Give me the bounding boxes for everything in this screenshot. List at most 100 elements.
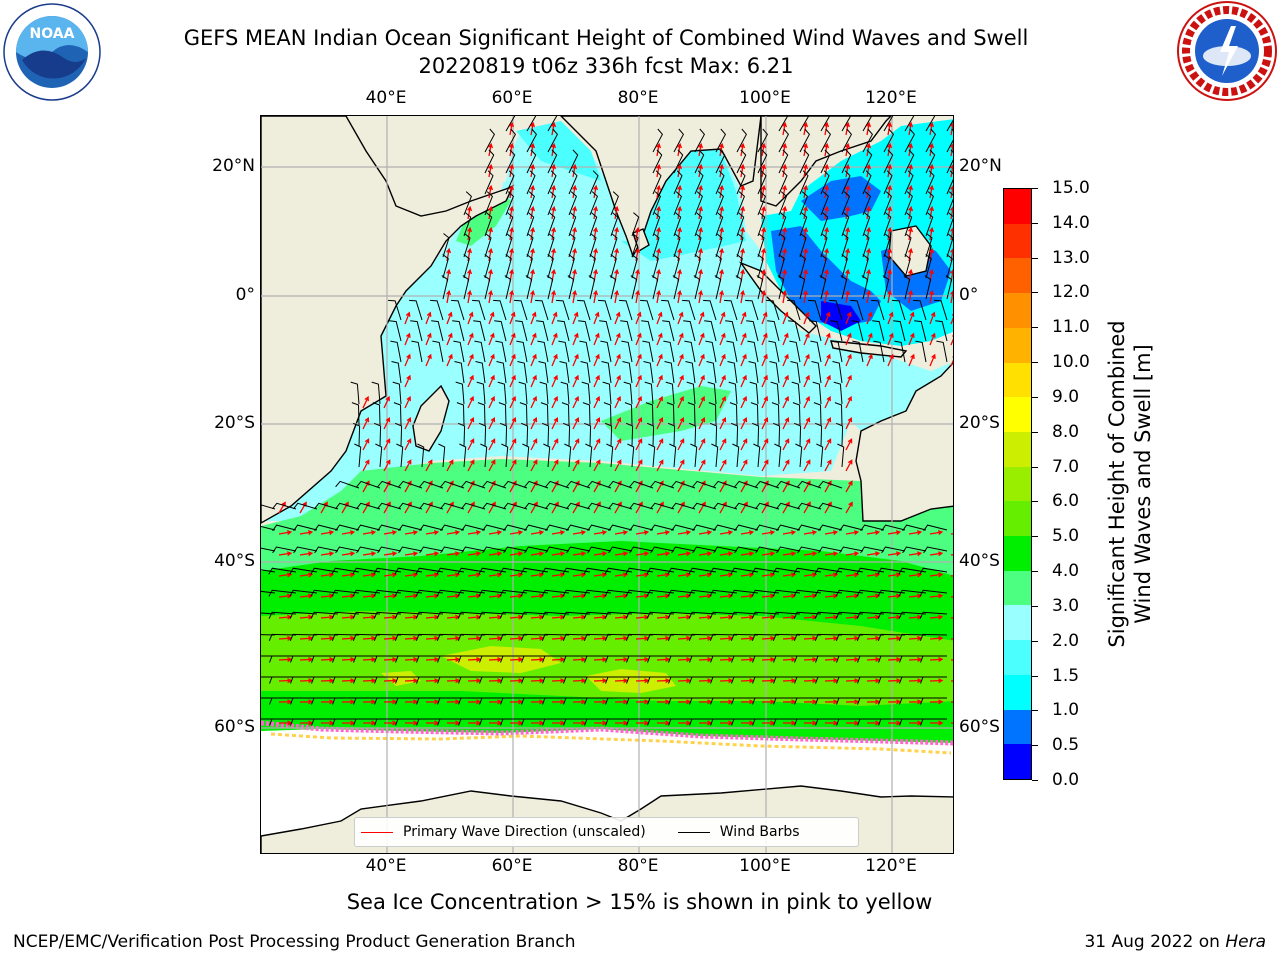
wind-barb [415, 589, 444, 597]
wind-barb [776, 546, 801, 554]
map-legend: Primary Wave Direction (unscaled) Wind B… [354, 817, 859, 847]
wave-direction-arrow [635, 459, 643, 472]
wave-direction-arrow [656, 459, 664, 472]
wave-direction-arrow [446, 353, 453, 367]
wind-barb [566, 480, 591, 489]
wave-direction-arrow [551, 678, 566, 684]
wave-direction-arrow [824, 593, 839, 599]
wind-barb [857, 655, 884, 663]
wave-direction-arrow [740, 699, 755, 705]
wave-direction-arrow [635, 438, 643, 451]
wave-direction-arrow [950, 290, 953, 304]
wind-barb [735, 275, 743, 300]
wave-direction-arrow [572, 699, 587, 705]
wave-direction-arrow [677, 593, 692, 599]
wave-direction-arrow [341, 572, 356, 578]
legend-item-wind-barbs: Wind Barbs [677, 824, 800, 840]
wind-barb [505, 149, 516, 174]
wind-barb [920, 676, 947, 684]
wind-barb [878, 718, 905, 726]
wave-direction-arrow [908, 226, 914, 241]
wave-direction-arrow [845, 163, 851, 178]
wind-barb [585, 443, 593, 468]
wave-direction-arrow [572, 374, 579, 388]
wind-barb [437, 718, 464, 726]
wind-barb [440, 546, 465, 554]
wind-barb [835, 611, 864, 619]
wave-direction-arrow [803, 163, 809, 178]
wave-direction-arrow [908, 678, 923, 684]
wind-barb [505, 116, 516, 132]
wind-barb [479, 676, 506, 684]
wave-direction-arrow [950, 356, 953, 367]
wind-barb [731, 655, 758, 663]
wind-barb [755, 524, 780, 532]
wind-barb [461, 480, 486, 489]
wind-barb [293, 546, 318, 554]
wind-barb [862, 212, 871, 237]
wind-barb [436, 633, 465, 641]
wave-direction-arrow [509, 678, 524, 684]
wave-direction-arrow [866, 353, 873, 367]
wind-barb [808, 299, 822, 321]
wind-barb [536, 320, 549, 342]
wind-barb [841, 191, 850, 216]
wind-barb [578, 320, 591, 342]
wind-barb [668, 655, 695, 663]
wind-barb [395, 422, 403, 447]
colorbar-tick [1032, 222, 1038, 224]
wind-barb [713, 524, 738, 532]
wind-barb [261, 634, 276, 636]
wind-barb [920, 718, 947, 726]
wind-barb [442, 233, 450, 258]
wave-direction-arrow [404, 530, 419, 536]
wave-direction-arrow [530, 438, 538, 451]
wind-barb [774, 443, 782, 468]
wind-barb [778, 128, 790, 153]
wave-direction-arrow [635, 353, 642, 367]
lon-tick-top: 60°E [491, 88, 533, 108]
wave-direction-arrow [530, 332, 537, 346]
wind-barb [272, 502, 297, 510]
wind-barb [883, 212, 892, 237]
wave-direction-arrow [446, 657, 461, 662]
wind-barb [841, 233, 849, 258]
wind-barb [778, 170, 788, 195]
wave-direction-arrow [782, 332, 789, 346]
wave-direction-arrow [362, 572, 377, 578]
wind-barb [394, 567, 423, 575]
lat-tick-right: 20°S [959, 413, 1000, 433]
wind-barb [356, 502, 381, 510]
wind-barb [389, 320, 402, 342]
wind-barb [351, 402, 360, 426]
wind-barb [587, 502, 612, 510]
wind-barb [582, 402, 591, 426]
wind-barb [497, 381, 507, 405]
wind-barb [478, 611, 507, 619]
wave-direction-arrow [740, 416, 748, 430]
wind-barb [479, 718, 506, 726]
wave-direction-arrow [740, 332, 747, 346]
wave-direction-arrow [698, 247, 704, 262]
colorbar-segment [1004, 709, 1031, 745]
wind-barb [710, 718, 737, 726]
wind-barb [310, 567, 339, 575]
wind-barb [398, 480, 423, 489]
wind-barb [395, 697, 422, 705]
wind-barb [314, 502, 339, 510]
wave-direction-arrow [803, 530, 818, 536]
wind-barb [650, 502, 675, 510]
wind-barb [479, 422, 487, 447]
wave-direction-arrow [362, 416, 370, 430]
wave-direction-arrow [488, 551, 503, 557]
wind-barb [354, 443, 362, 468]
wind-barb [353, 655, 380, 663]
wave-direction-arrow [530, 657, 545, 662]
wind-barb [692, 524, 717, 532]
wave-direction-arrow [551, 459, 559, 472]
wave-direction-arrow [866, 226, 872, 241]
wind-barb [542, 676, 569, 684]
wind-barb [881, 524, 906, 532]
wind-barb [374, 676, 401, 684]
wave-direction-arrow [404, 459, 412, 472]
